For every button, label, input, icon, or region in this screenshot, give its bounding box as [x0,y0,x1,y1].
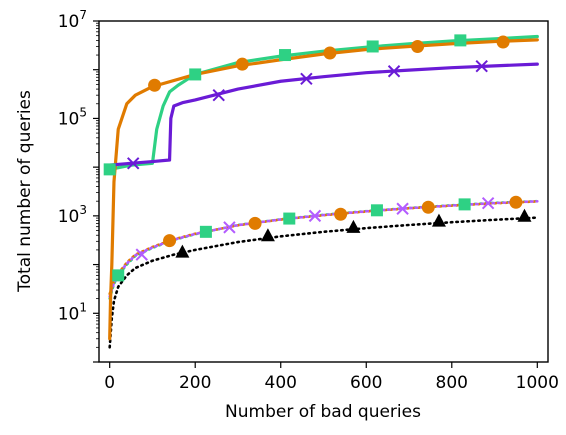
series-6-marker-2 [308,209,322,223]
series-2-marker-3 [387,65,401,78]
series-2-marker-2 [300,72,313,86]
series-5-marker-3 [421,200,435,214]
x-axis-label: Number of bad queries [225,402,421,422]
y-tick-label-2: 105 [58,105,87,129]
series-1-marker-1 [235,57,249,71]
series-3-line [108,216,539,349]
series-4-marker-3 [370,204,383,217]
series-3-marker-3 [431,213,446,227]
x-tick-label-4: 800 [436,373,468,393]
series-6-line [108,200,539,298]
series-0-marker-3 [366,40,379,53]
series-3-marker-2 [346,219,361,233]
series-4-marker-0 [112,269,125,282]
series-5-marker-4 [509,195,523,209]
series-3-marker-1 [260,228,275,242]
series-0-marker-1 [189,68,202,81]
series-6-marker-3 [396,202,409,215]
series-2-marker-0 [127,157,140,170]
y-tick-label-0: 101 [58,300,87,324]
x-axis: 0 200 400 600 800 1000 [104,362,559,393]
series-1-marker-3 [411,39,425,53]
series-4-marker-4 [458,198,471,211]
plot-layer [103,34,539,349]
x-tick-label-3: 600 [350,373,382,393]
x-tick-label-0: 0 [104,373,115,393]
series-6-marker-0 [135,248,148,261]
series-0-line [108,34,539,171]
series-2-marker-4 [475,60,488,73]
series-1-marker-0 [148,78,162,92]
series-0-marker-4 [454,34,467,47]
y-tick-label-1: 103 [58,203,87,227]
x-tick-label-2: 400 [265,373,297,393]
y-tick-label-3: 107 [58,8,87,32]
series-1-line [108,38,539,341]
series-4-marker-1 [199,225,212,238]
series-5-marker-2 [334,207,348,221]
x-tick-label-5: 1000 [516,373,559,393]
y-axis-label: Total number of queries [15,90,35,293]
series-2-marker-1 [212,88,225,102]
series-3-marker-0 [175,244,190,258]
series-6-marker-4 [481,196,495,210]
series-6-marker-1 [223,221,236,234]
series-4-marker-2 [283,212,296,225]
plot-frame [98,20,549,363]
series-1-marker-2 [323,46,337,60]
series-3-marker-4 [517,208,532,222]
y-axis: 101 103 105 107 [58,8,99,363]
x-tick-label-1: 200 [179,373,211,393]
series-0-marker-2 [279,49,292,62]
series-2-line [108,62,539,167]
series-0-marker-0 [103,163,116,176]
series-5-marker-0 [163,234,177,248]
series-5-marker-1 [248,216,262,230]
series-1-marker-4 [496,35,510,49]
